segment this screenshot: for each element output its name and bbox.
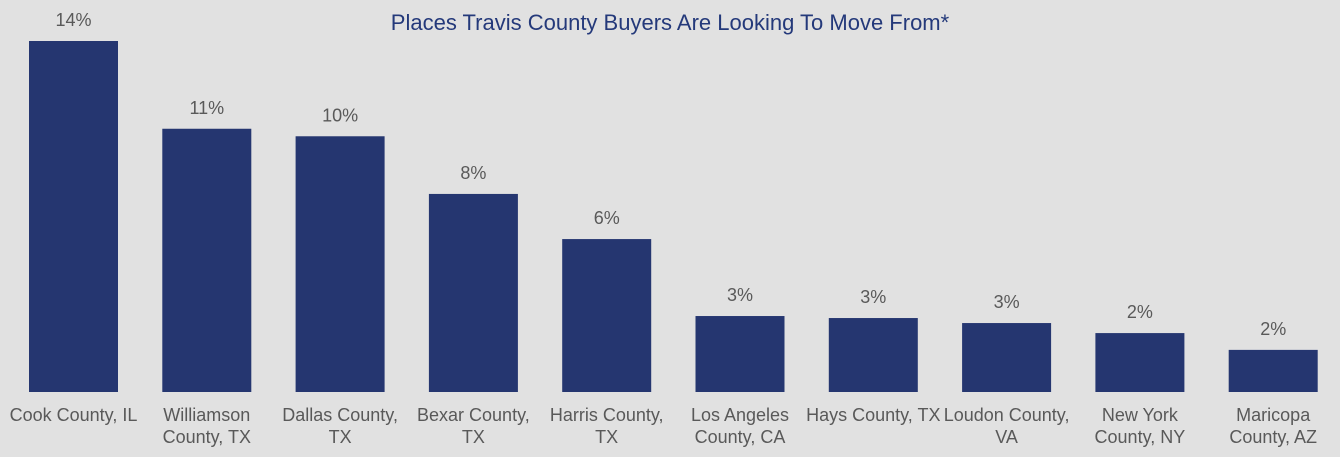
value-label: 11% (189, 98, 224, 118)
value-label: 8% (460, 163, 486, 183)
value-label: 14% (55, 10, 91, 30)
value-label: 10% (322, 105, 358, 125)
bar (428, 193, 518, 392)
x-tick-label: Cook County, IL (9, 405, 138, 425)
bar (962, 323, 1052, 392)
x-tick-label: Williamson County, TX (162, 405, 251, 447)
value-label: 6% (594, 208, 620, 228)
value-label: 2% (1260, 319, 1286, 339)
x-tick-label: Maricopa County, AZ (1229, 405, 1318, 447)
bar (162, 128, 252, 392)
bar (828, 318, 918, 392)
bar (1228, 349, 1318, 392)
x-tick-label: Los Angeles County, CA (690, 405, 790, 447)
value-label: 3% (727, 285, 753, 305)
bar (1095, 333, 1185, 392)
value-label: 2% (1127, 302, 1153, 322)
x-tick-label: Harris County, TX (549, 405, 664, 447)
bar (562, 239, 652, 392)
x-tick-label: New York County, NY (1094, 405, 1186, 447)
bar (295, 136, 385, 392)
bar (29, 41, 118, 392)
chart-title: Places Travis County Buyers Are Looking … (391, 10, 950, 35)
value-label: 3% (994, 292, 1020, 312)
x-tick-label: Bexar County, TX (417, 405, 530, 447)
x-tick-label: Dallas County, TX (282, 405, 398, 447)
bar (695, 316, 785, 392)
value-label: 3% (860, 287, 886, 307)
x-tick-label: Loudon County, VA (943, 405, 1070, 447)
x-tick-label: Hays County, TX (806, 405, 941, 425)
